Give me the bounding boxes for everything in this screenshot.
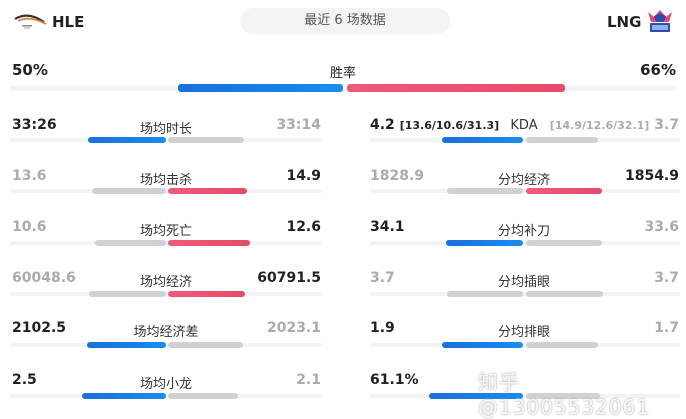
stat-bar-left [88, 137, 166, 143]
stat-label: 分均经济 [497, 173, 550, 188]
stat-right-value: 1854.9 [624, 168, 679, 184]
stat-label: 场均经济 [139, 275, 192, 290]
stat-label: 场均击杀 [139, 173, 192, 188]
stat-right-value: 12.6 [286, 219, 321, 235]
stat-track [10, 241, 322, 245]
stat-bar-right [168, 291, 245, 297]
stat-bar-left [447, 291, 523, 297]
stat-label: 场均时长 [139, 122, 192, 137]
stat-left-value: 3.7 [370, 270, 395, 286]
stat-track [370, 138, 680, 142]
stat-right-value: 33.6 [644, 219, 679, 235]
stat-label: 场均小龙 [139, 377, 192, 392]
stat-bar-right [526, 393, 600, 399]
stat-bar-left [429, 393, 523, 399]
hle-logo [14, 12, 48, 30]
stat-right-value: 2.1 [296, 372, 321, 388]
stat-track [370, 292, 680, 296]
stat-right-value: 60791.5 [257, 270, 321, 286]
stat-bar-left [87, 342, 166, 348]
right-team-name: LNG [607, 13, 642, 31]
stat-right-value: 2023.1 [266, 320, 321, 336]
stat-track [370, 343, 680, 347]
kda-left-detail: [13.6/10.6/31.3] [399, 119, 500, 132]
kda-right-detail: [14.9/12.6/32.1] [549, 119, 650, 132]
stat-track [10, 343, 322, 347]
stat-bar-right [168, 240, 250, 246]
stat-right-value: 33:14 [276, 117, 321, 133]
win-rate-label: 胜率 [329, 66, 356, 81]
stat-label: 分均插眼 [497, 275, 550, 290]
stat-track [10, 292, 322, 296]
stat-label: 场均经济差 [133, 325, 199, 340]
left-win-rate: 50% [12, 61, 48, 79]
stat-left-value: 1.9 [370, 320, 395, 336]
stat-track [370, 394, 680, 398]
win-rate-track [10, 86, 676, 91]
stat-bar-left [442, 137, 523, 143]
stat-bar-right [168, 393, 238, 399]
stat-left-value: 1828.9 [370, 168, 425, 184]
stat-right-value: 3.7 [654, 270, 679, 286]
right-win-rate: 66% [640, 61, 676, 79]
stat-track [10, 138, 322, 142]
left-team-name: HLE [52, 13, 85, 31]
kda-left-value: 4.2 [13.6/10.6/31.3] [370, 117, 499, 133]
kda-right: 3.7 [654, 117, 679, 133]
stat-left-value: 13.6 [12, 168, 47, 184]
stat-bar-right [526, 137, 598, 143]
stat-bar-left [442, 342, 523, 348]
stat-track [10, 394, 322, 398]
stat-bar-right [526, 342, 598, 348]
stat-bar-right [526, 291, 603, 297]
stat-left-value: 60048.6 [12, 270, 76, 286]
stat-bar-right [526, 240, 602, 246]
win-rate-bar-right [347, 84, 565, 92]
stat-track [370, 241, 680, 245]
stat-track [10, 189, 322, 193]
stat-bar-left [89, 291, 166, 297]
stat-label: 场均死亡 [139, 224, 192, 239]
kda-left: 4.2 [370, 117, 395, 133]
stat-left-value: 2.5 [12, 372, 37, 388]
stat-bar-left [446, 240, 523, 246]
stat-label: KDA [510, 118, 538, 133]
stat-label: 分均排眼 [497, 325, 550, 340]
stat-bar-right [168, 137, 244, 143]
stat-label: 分均补刀 [497, 224, 550, 239]
lng-logo [646, 8, 674, 36]
stat-left-value: 34.1 [370, 219, 405, 235]
stat-bar-left [82, 393, 166, 399]
stat-bar-right [168, 342, 243, 348]
stat-bar-right [526, 188, 602, 194]
stat-right-value: 1.7 [654, 320, 679, 336]
stat-left-value: 10.6 [12, 219, 47, 235]
stat-bar-right [168, 188, 247, 194]
stat-left-value: 61.1% [370, 372, 419, 388]
stat-left-value: 2102.5 [12, 320, 67, 336]
stat-track [370, 189, 680, 193]
stat-bar-left [92, 188, 166, 194]
watermark: 知乎 @13005532061 [478, 370, 650, 419]
win-rate-bar-left [178, 84, 343, 92]
stat-bar-left [95, 240, 166, 246]
stat-bar-left [447, 188, 523, 194]
stat-right-value: 14.9 [286, 168, 321, 184]
stat-left-value: 33:26 [12, 117, 57, 133]
recent-games-filter[interactable]: 最近 6 场数据 [240, 8, 450, 34]
kda-right-value: [14.9/12.6/32.1] 3.7 [550, 117, 679, 133]
